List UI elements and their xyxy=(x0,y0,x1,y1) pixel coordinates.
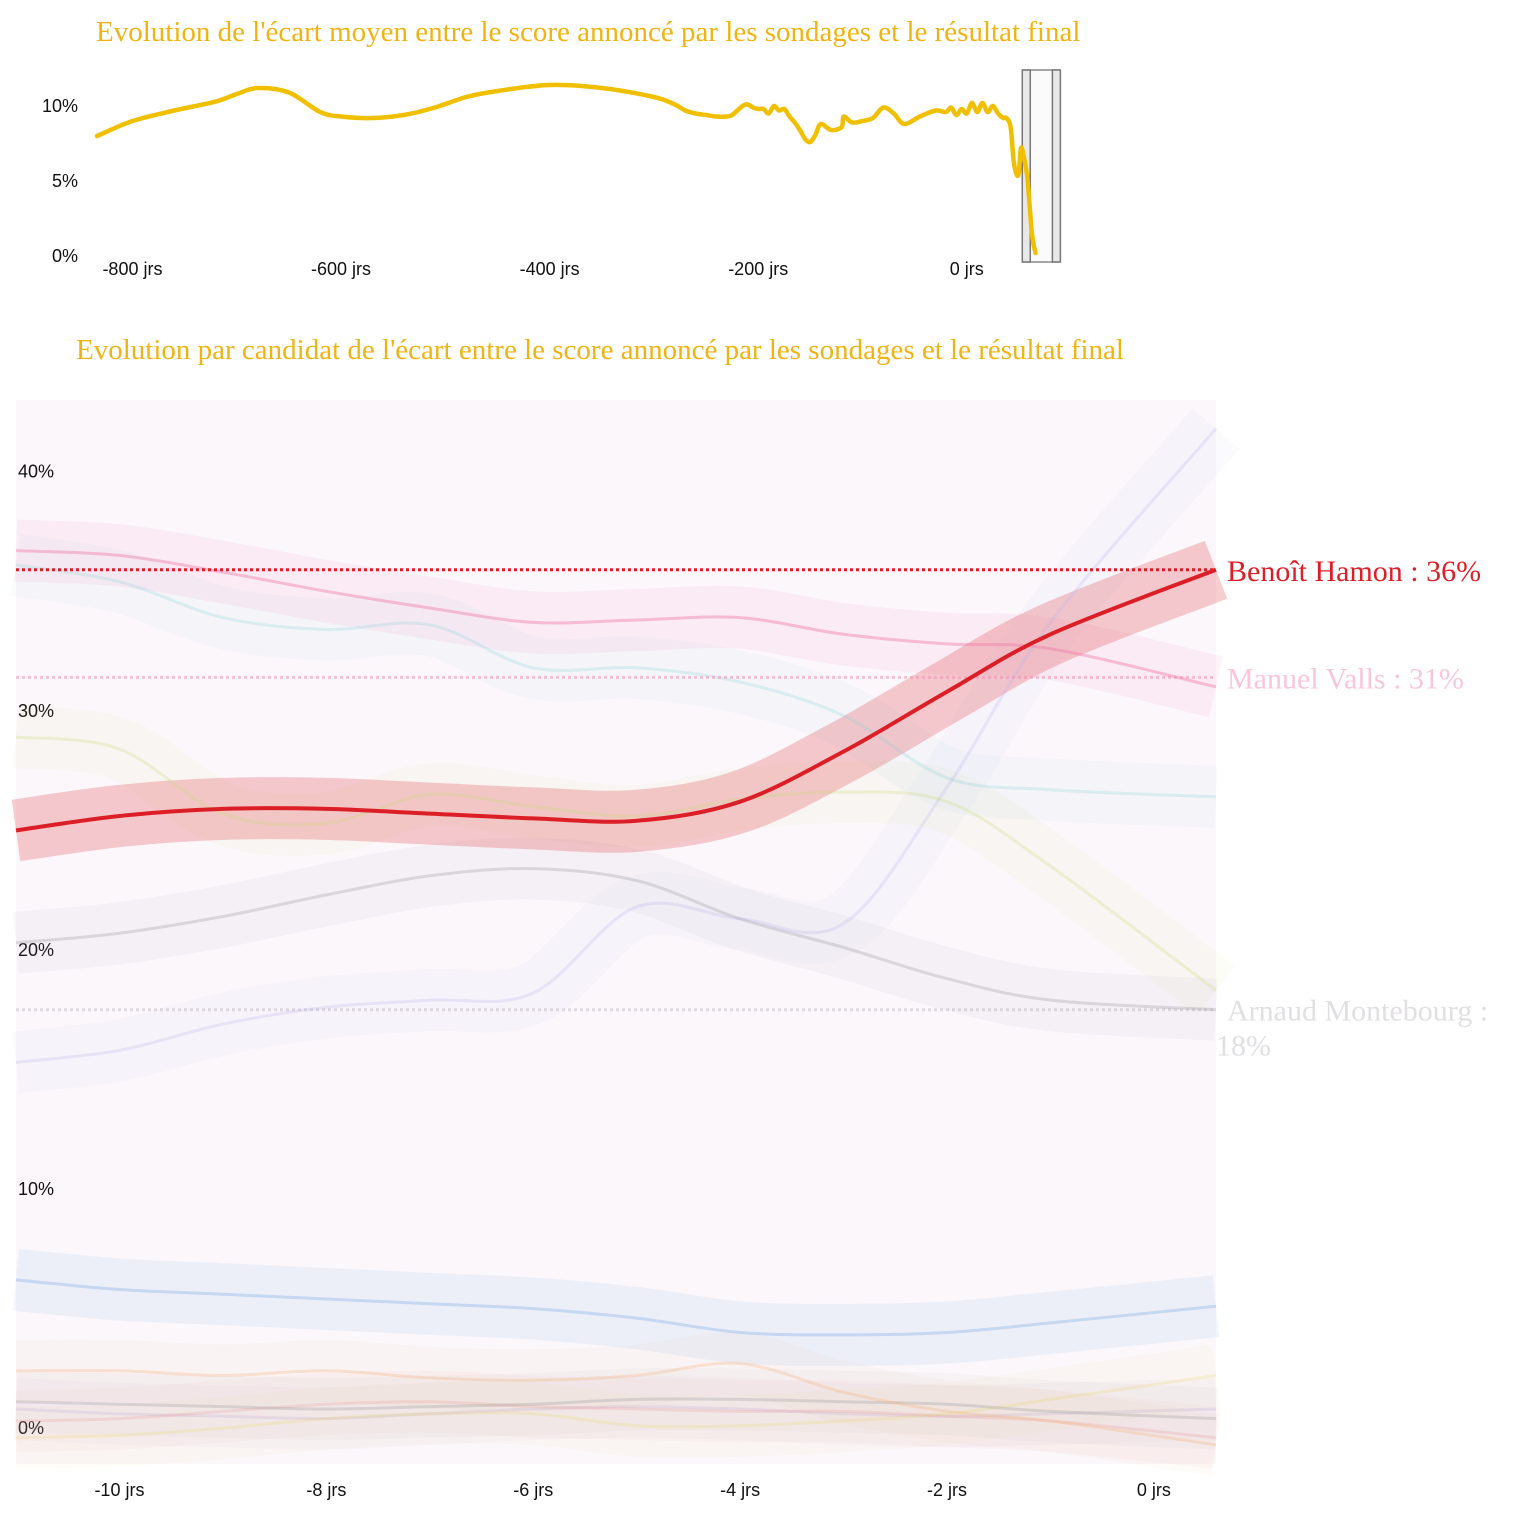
y-tick-label: 20% xyxy=(18,940,54,960)
final-result-label: Arnaud Montebourg :18% xyxy=(1216,995,1488,1063)
confidence-band xyxy=(11,534,1218,828)
confidence-band xyxy=(15,1367,1218,1450)
x-tick-label: 0 jrs xyxy=(950,259,984,279)
final-result-label-line: Manuel Valls : 31% xyxy=(1227,662,1464,695)
x-tick-label: 0 jrs xyxy=(1137,1480,1171,1500)
x-tick-label: -200 jrs xyxy=(728,259,788,279)
confidence-band xyxy=(15,1370,1220,1469)
x-tick-label: -10 jrs xyxy=(94,1480,144,1500)
y-tick-label: 40% xyxy=(18,462,54,482)
confidence-band xyxy=(15,1332,1221,1476)
series-line xyxy=(15,1405,1217,1421)
series-line xyxy=(15,1397,1217,1421)
final-result-label-line: Arnaud Montebourg : xyxy=(1227,995,1488,1028)
mean-gap-line xyxy=(94,82,1038,256)
final-result-label: Benoît Hamon : 36% xyxy=(1227,555,1481,588)
x-tick-label: -6 jrs xyxy=(513,1480,553,1500)
final-result-label-line: 18% xyxy=(1216,1030,1271,1063)
x-tick-label: -2 jrs xyxy=(927,1480,967,1500)
series-line xyxy=(15,427,1218,1064)
y-tick-label: 5% xyxy=(52,171,78,191)
y-tick-label: 10% xyxy=(18,1179,54,1199)
x-tick-label: -8 jrs xyxy=(306,1480,346,1500)
x-tick-label: -800 jrs xyxy=(102,259,162,279)
x-tick-label: -600 jrs xyxy=(311,259,371,279)
y-tick-label: 0% xyxy=(52,246,78,266)
confidence-band xyxy=(13,1249,1220,1366)
series-line xyxy=(15,866,1217,1012)
x-tick-label: -4 jrs xyxy=(720,1480,760,1500)
confidence-band xyxy=(13,837,1218,1041)
series-line xyxy=(15,1361,1217,1447)
confidence-band xyxy=(14,1375,1217,1450)
final-result-label-line: Benoît Hamon : 36% xyxy=(1227,555,1481,588)
y-tick-label: 10% xyxy=(42,96,78,116)
series-line xyxy=(15,1400,1217,1440)
series-line xyxy=(15,1278,1217,1337)
y-tick-label: 30% xyxy=(18,701,54,721)
series-line xyxy=(15,567,1217,833)
confidence-band xyxy=(12,408,1240,1094)
x-tick-label: -400 jrs xyxy=(520,259,580,279)
y-tick-label: 0% xyxy=(18,1418,44,1438)
chart-title-mean: Evolution de l'écart moyen entre le scor… xyxy=(96,16,1081,48)
brush-handle-right xyxy=(1051,69,1062,263)
series-line xyxy=(15,1374,1217,1440)
series-line xyxy=(15,563,1217,799)
final-result-label: Manuel Valls : 31% xyxy=(1227,662,1464,695)
mean-gap-chart: 10% 5% 0% -800 jrs -600 jrs -400 jrs -200 jrs 0… xyxy=(42,69,1062,279)
plot-area xyxy=(16,400,1216,1464)
chart-title-candidates: Evolution par candidat de l'écart entre … xyxy=(76,334,1124,366)
confidence-band xyxy=(15,1344,1221,1469)
